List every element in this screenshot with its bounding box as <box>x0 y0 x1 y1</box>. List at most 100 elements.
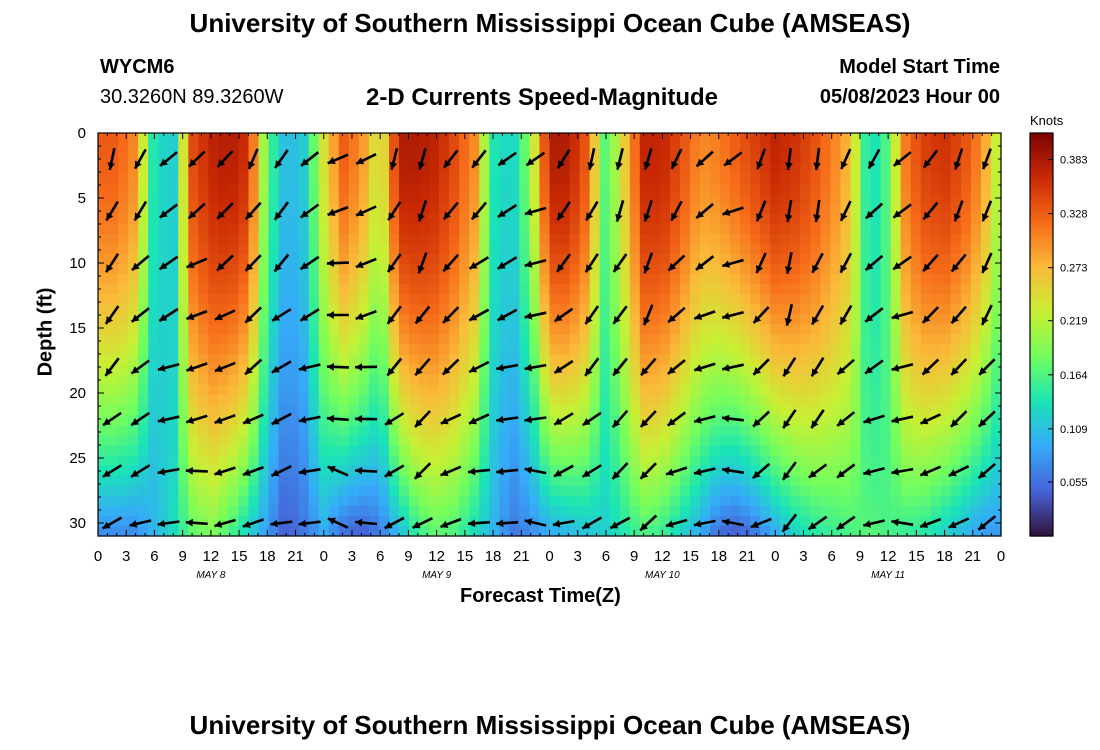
heat-cell <box>539 465 551 477</box>
heat-cell <box>569 374 581 386</box>
heat-cell <box>138 435 149 446</box>
heat-cell <box>659 233 671 245</box>
heat-cell <box>950 133 962 144</box>
heat-cell <box>549 153 561 164</box>
current-arrow <box>612 305 628 325</box>
heat-cell <box>338 294 350 305</box>
heat-cell <box>940 445 952 456</box>
heat-cell <box>198 485 209 497</box>
heat-cell <box>790 435 801 446</box>
model-start-label: Model Start Time <box>839 56 1000 78</box>
heat-cell <box>940 525 952 537</box>
heat-cell <box>108 233 119 245</box>
heat-cell <box>288 304 300 315</box>
heat-cell <box>368 213 380 225</box>
heat-cell <box>800 314 811 326</box>
heat-cell <box>820 294 832 305</box>
heat-cell <box>679 354 691 366</box>
heat-cell <box>328 253 340 265</box>
heat-cell <box>178 495 189 507</box>
model-start-value: 05/08/2023 Hour 00 <box>819 86 1000 108</box>
heat-cell <box>850 133 862 144</box>
heat-cell <box>469 183 480 195</box>
heat-cell <box>910 213 922 225</box>
heat-cell <box>469 425 480 436</box>
heat-cell <box>208 193 219 205</box>
heat-cell <box>559 525 571 537</box>
heat-cell <box>649 435 661 446</box>
heat-cell <box>940 405 952 416</box>
colorbar-cell <box>1030 193 1053 198</box>
current-arrow <box>496 519 519 528</box>
heat-cell <box>579 415 591 426</box>
heat-cell <box>128 173 139 184</box>
heat-cell <box>168 274 179 285</box>
heat-cell <box>148 384 159 396</box>
heat-cell <box>649 344 661 356</box>
heat-cell <box>348 304 360 315</box>
heat-cell <box>198 354 209 366</box>
heat-cell <box>800 334 811 346</box>
current-arrow <box>864 307 884 323</box>
heat-cell <box>820 384 832 396</box>
heat-cell <box>429 405 440 416</box>
heat-cell <box>318 203 330 215</box>
heat-cell <box>118 173 129 184</box>
colorbar-cell <box>1030 475 1053 480</box>
heat-cell <box>659 223 671 235</box>
heat-cell <box>168 193 179 205</box>
heat-cell <box>700 263 711 275</box>
heat-cell <box>218 193 230 205</box>
heat-cell <box>298 525 310 537</box>
heat-cell <box>830 525 842 537</box>
colorbar-cell <box>1030 240 1053 245</box>
heat-cell <box>439 253 450 265</box>
x-tick-label: 3 <box>348 548 356 565</box>
heat-cell <box>950 505 962 517</box>
heat-cell <box>940 213 952 225</box>
heat-cell <box>629 324 641 336</box>
heat-cell <box>860 354 872 366</box>
heat-cell <box>920 243 932 255</box>
y-tick-label: 20 <box>69 385 86 402</box>
heat-cell <box>649 253 661 265</box>
heat-cell <box>910 274 922 285</box>
heat-cell <box>168 173 179 184</box>
heat-cell <box>298 405 310 416</box>
heat-cell <box>378 163 390 174</box>
heat-cell <box>920 384 932 396</box>
heat-cell <box>318 284 330 295</box>
heat-cell <box>318 394 330 406</box>
heat-cell <box>990 435 1002 446</box>
heat-cell <box>529 203 541 215</box>
heat-cell <box>499 133 510 144</box>
heat-cell <box>589 445 601 456</box>
heat-cell <box>148 505 159 517</box>
heat-cell <box>519 183 531 195</box>
heat-cell <box>599 173 611 184</box>
current-arrow <box>781 461 797 481</box>
heat-cell <box>659 203 671 215</box>
heat-cell <box>368 364 380 376</box>
heat-cell <box>960 294 972 305</box>
heat-cell <box>509 223 520 235</box>
heat-cell <box>960 384 972 396</box>
colorbar-cell <box>1030 317 1053 322</box>
heat-cell <box>178 405 189 416</box>
heat-cell <box>609 334 621 346</box>
heat-cell <box>840 263 852 275</box>
current-arrow <box>271 308 292 322</box>
colorbar-cell <box>1030 260 1053 265</box>
heat-cell <box>710 425 721 436</box>
colorbar-cell <box>1030 253 1053 258</box>
heat-cell <box>258 485 270 497</box>
heat-cell <box>960 213 972 225</box>
colorbar-cell <box>1030 314 1053 319</box>
heat-cell <box>449 495 460 507</box>
heat-cell <box>740 294 751 305</box>
heat-cell <box>790 304 801 315</box>
heat-cell <box>308 415 320 426</box>
heat-cell <box>419 364 430 376</box>
heat-cell <box>409 495 420 507</box>
heat-cell <box>850 143 862 154</box>
